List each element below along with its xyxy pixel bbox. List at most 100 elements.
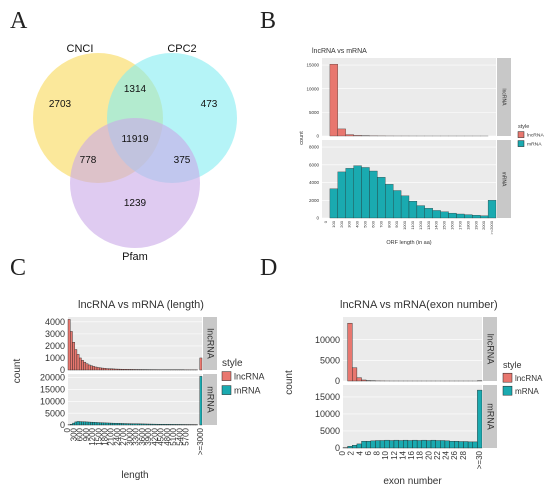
legend-item-label: lncRNA [515, 374, 543, 383]
bar [385, 184, 394, 219]
x-tick-label: 500 [363, 220, 368, 227]
x-axis-label: exon number [383, 476, 442, 487]
chart-orf-length: lncRNA vs mRNA050001000015000lncRNA02000… [299, 48, 544, 246]
bar [416, 440, 422, 449]
bar [67, 319, 71, 371]
bar [163, 424, 167, 426]
facet-panel [68, 374, 202, 425]
bar [81, 360, 84, 371]
bar [345, 134, 354, 137]
y-tick-label: 0 [335, 376, 340, 386]
legend-title: style [503, 360, 522, 370]
bar [78, 421, 82, 426]
bar [143, 423, 147, 426]
legend-item-label: lncRNA [234, 371, 265, 381]
x-tick-label: 600 [76, 427, 85, 441]
x-tick-label: 4800 [163, 427, 172, 445]
y-tick-label: 4000 [309, 180, 320, 185]
bar [128, 423, 131, 426]
bar [81, 421, 84, 426]
bar [125, 423, 129, 426]
legend-swatch [221, 385, 232, 395]
panel-label-a: A [10, 8, 28, 34]
y-tick-label: 5000 [320, 426, 340, 436]
bar [347, 446, 353, 449]
x-tick-label: 26 [450, 450, 459, 459]
bar [94, 422, 98, 426]
bar [416, 205, 425, 219]
bar [103, 422, 107, 426]
bar [110, 368, 113, 371]
bar [101, 422, 104, 426]
bar [128, 369, 131, 371]
legend-swatch [502, 372, 513, 383]
venn-count-cpc2-pfam: 375 [174, 155, 191, 166]
bar [352, 367, 358, 382]
bar [440, 440, 446, 449]
venn-circle-pfam [70, 118, 200, 248]
bar [137, 423, 140, 426]
facet-panel [343, 385, 482, 448]
x-tick-label: 200 [339, 220, 344, 227]
x-tick-label: 2700 [119, 427, 128, 445]
legend-item-label: lncRNA [527, 133, 544, 139]
chart-title: lncRNA vs mRNA [312, 48, 367, 55]
x-tick-label: 0 [338, 450, 347, 455]
x-tick-label: 600 [370, 220, 375, 227]
bar [426, 440, 432, 449]
chart-length: lncRNA vs mRNA (length)01000200030004000… [12, 299, 265, 481]
bar [458, 441, 464, 449]
y-tick-label: 15000 [306, 63, 319, 68]
bar [179, 424, 183, 426]
x-tick-label: 1000 [402, 220, 407, 230]
x-tick-label: 4500 [157, 427, 166, 445]
bar [329, 63, 338, 137]
bar [370, 440, 376, 449]
bar [177, 424, 180, 426]
bar [199, 376, 203, 426]
x-tick-label: 6 [364, 450, 373, 455]
legend-item-label: mRNA [234, 385, 261, 395]
bar [345, 168, 354, 219]
x-tick-label: 0 [323, 220, 328, 223]
facet-panel [322, 58, 496, 136]
y-tick-label: 0 [316, 216, 319, 221]
bar [377, 177, 386, 219]
venn-count-cnci-cpc2: 1314 [124, 84, 147, 95]
bar [92, 366, 95, 371]
facet-strip [497, 58, 511, 136]
x-tick-label: 300 [347, 220, 352, 227]
chart-title: lncRNA vs mRNA(exon number) [340, 299, 498, 311]
bar [369, 170, 378, 219]
x-tick-label: 24 [442, 450, 451, 459]
bar [123, 423, 127, 426]
bar [112, 368, 116, 371]
bar [132, 423, 136, 426]
legend-swatch [517, 140, 525, 147]
bar [141, 423, 145, 426]
y-tick-label: 3000 [45, 329, 65, 339]
legend-item-label: mRNA [515, 387, 539, 396]
facet-strip [203, 317, 217, 370]
bar [92, 422, 95, 426]
bar [352, 445, 358, 449]
bar [87, 421, 91, 426]
x-tick-label: 1500 [442, 220, 447, 230]
y-tick-label: 15000 [315, 392, 340, 402]
x-tick-label: 4200 [150, 427, 159, 445]
y-tick-label: 5000 [320, 356, 340, 366]
bar [365, 440, 371, 449]
bar [353, 165, 362, 219]
x-tick-label: 1500 [94, 427, 103, 445]
x-tick-label: 2 [347, 450, 356, 455]
bar [74, 421, 78, 426]
bar [337, 128, 346, 137]
x-tick-label: 700 [378, 220, 383, 227]
facet-strip [497, 140, 511, 218]
bar [400, 195, 410, 219]
x-tick-label: 2100 [107, 427, 116, 445]
x-tick-label: 20 [424, 450, 433, 459]
x-tick-label: 5400 [175, 427, 184, 445]
bar [119, 423, 122, 426]
bar [337, 171, 346, 219]
